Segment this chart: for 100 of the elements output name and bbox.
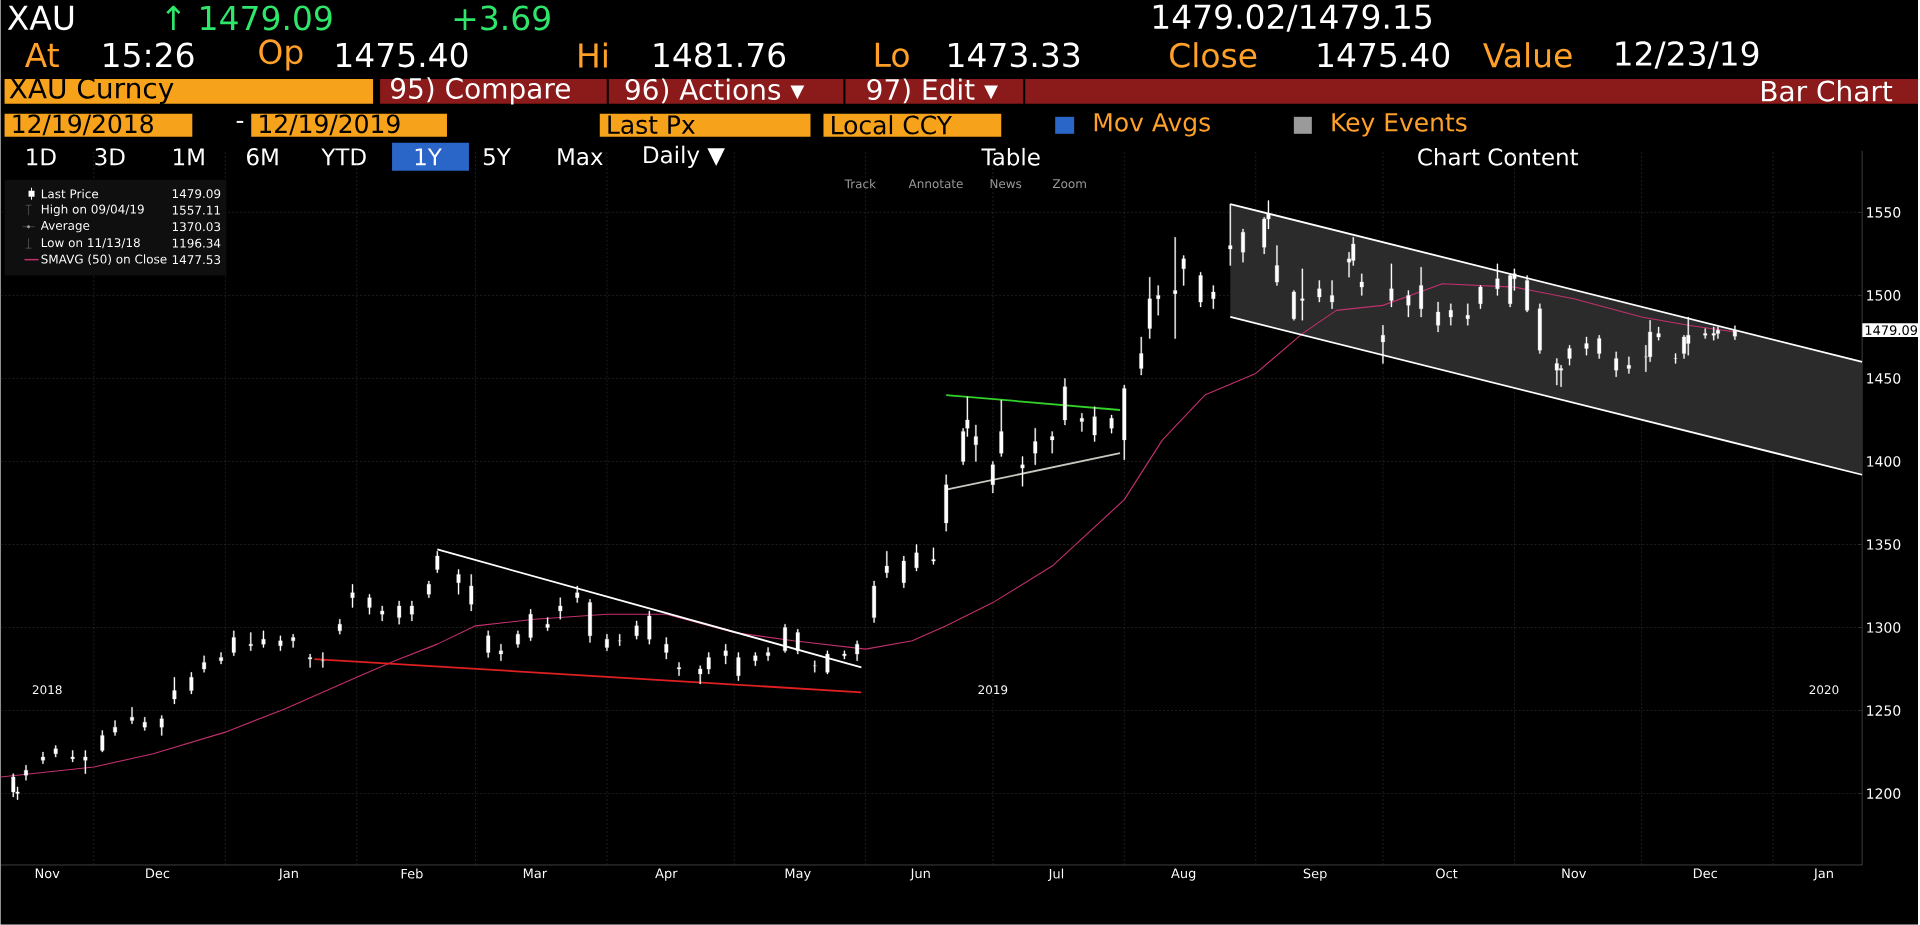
text: - <box>236 121 244 124</box>
text: Mov Avgs <box>1094 113 1210 137</box>
x-tick-label: Feb <box>401 868 423 879</box>
candlestick <box>142 717 147 731</box>
text: Local CCY <box>832 115 953 135</box>
annotation: Chart Content <box>1418 147 1579 166</box>
annotation: 5Y <box>483 148 511 166</box>
candlestick <box>766 647 771 661</box>
candlestick <box>1626 356 1631 374</box>
candlestick <box>1275 245 1279 286</box>
candlestick <box>1139 336 1144 376</box>
candlestick <box>558 597 563 620</box>
y-tick-label: 1300 <box>1867 622 1901 633</box>
x-tick-label: Sep <box>1303 868 1327 881</box>
candlestick <box>588 599 592 643</box>
text: 95) Compare <box>391 77 570 105</box>
candlestick <box>70 750 75 763</box>
candlestick <box>1181 255 1186 286</box>
candlestick <box>1020 456 1025 487</box>
x-tick-label: Jun <box>909 868 930 881</box>
candlestick <box>11 773 16 798</box>
candlestick <box>1330 280 1334 309</box>
text: 12/19/2019 <box>260 114 400 136</box>
candlestick <box>812 660 817 673</box>
text: Close <box>1170 42 1257 68</box>
x-tick-label: Mar <box>523 868 548 879</box>
candlestick <box>914 544 919 572</box>
text: Key Events <box>1332 113 1467 137</box>
annotation: Table <box>981 147 1040 166</box>
candlestick <box>1419 267 1424 318</box>
candlestick <box>664 637 669 660</box>
candlestick <box>783 624 787 653</box>
candlestick <box>1033 428 1038 466</box>
candlestick <box>1673 353 1678 364</box>
candlestick <box>1406 290 1411 318</box>
x2-tick-label: 2018 <box>32 685 62 695</box>
candlestick <box>1156 285 1161 316</box>
candlestick <box>1597 335 1602 359</box>
candlestick <box>1359 273 1364 296</box>
candlestick <box>1711 326 1716 341</box>
candlestick <box>931 547 936 565</box>
annotation: Max <box>558 148 603 166</box>
candlestick <box>261 630 266 648</box>
candlestick <box>605 634 609 652</box>
candlestick <box>1656 326 1661 341</box>
candlestick <box>1732 325 1737 340</box>
candlestick <box>1614 351 1619 378</box>
x-tick-label: Jan <box>278 868 298 881</box>
annotation: Daily ▼ <box>644 145 725 168</box>
candlestick <box>944 474 949 532</box>
x-tick-label: Aug <box>1171 868 1196 881</box>
candlestick <box>1537 303 1542 354</box>
x-tick-label: May <box>785 868 811 881</box>
text: 1475.40 <box>336 42 468 68</box>
annotation: Average <box>40 221 90 233</box>
candlestick <box>469 574 474 612</box>
annotation: Track <box>844 179 876 189</box>
annotation: Low on 11/13/18 <box>41 238 140 249</box>
y-tick-label: 1350 <box>1867 539 1901 550</box>
text: Lo <box>875 42 909 68</box>
x-tick-label: Dec <box>146 868 170 879</box>
y-tick-label: 1550 <box>1867 207 1901 218</box>
candlestick <box>1567 345 1572 366</box>
candlestick <box>219 652 223 665</box>
candlestick <box>1448 303 1453 326</box>
candlestick <box>41 752 45 764</box>
candlestick <box>1436 302 1441 333</box>
candlestick <box>159 715 164 736</box>
candlestick <box>753 652 758 666</box>
candlestick <box>1584 336 1589 356</box>
candlestick <box>855 640 860 661</box>
candlestick <box>1122 385 1127 461</box>
candlestick <box>320 652 325 668</box>
text: Bar Chart <box>1762 80 1893 102</box>
annotation: 1Y <box>415 148 442 166</box>
candlestick <box>1062 378 1067 426</box>
candlestick <box>499 644 503 661</box>
text: 1479.09 <box>1865 325 1918 336</box>
annotation: 1D <box>27 148 56 166</box>
annotation: 1M <box>174 148 204 166</box>
candlestick <box>1198 272 1203 308</box>
candlestick <box>83 750 88 774</box>
annotation: News <box>990 179 1022 189</box>
candlestick <box>1241 228 1245 263</box>
annotation: YTD <box>321 148 366 166</box>
candlestick <box>24 765 28 781</box>
candlestick <box>486 630 491 658</box>
candlestick <box>515 630 520 648</box>
text: 1479.02/1479.15 <box>1153 4 1431 32</box>
candlestick <box>397 600 402 625</box>
candlestick <box>172 677 177 705</box>
candlestick <box>202 655 207 673</box>
annotation: 1196.34 <box>172 238 221 248</box>
x-tick-label: Nov <box>35 868 60 879</box>
annotation: Annotate <box>908 179 963 189</box>
candlestick <box>130 707 134 725</box>
candlestick <box>291 634 296 648</box>
candlestick <box>901 556 906 588</box>
candlestick <box>1478 285 1483 309</box>
candlestick <box>426 580 431 598</box>
